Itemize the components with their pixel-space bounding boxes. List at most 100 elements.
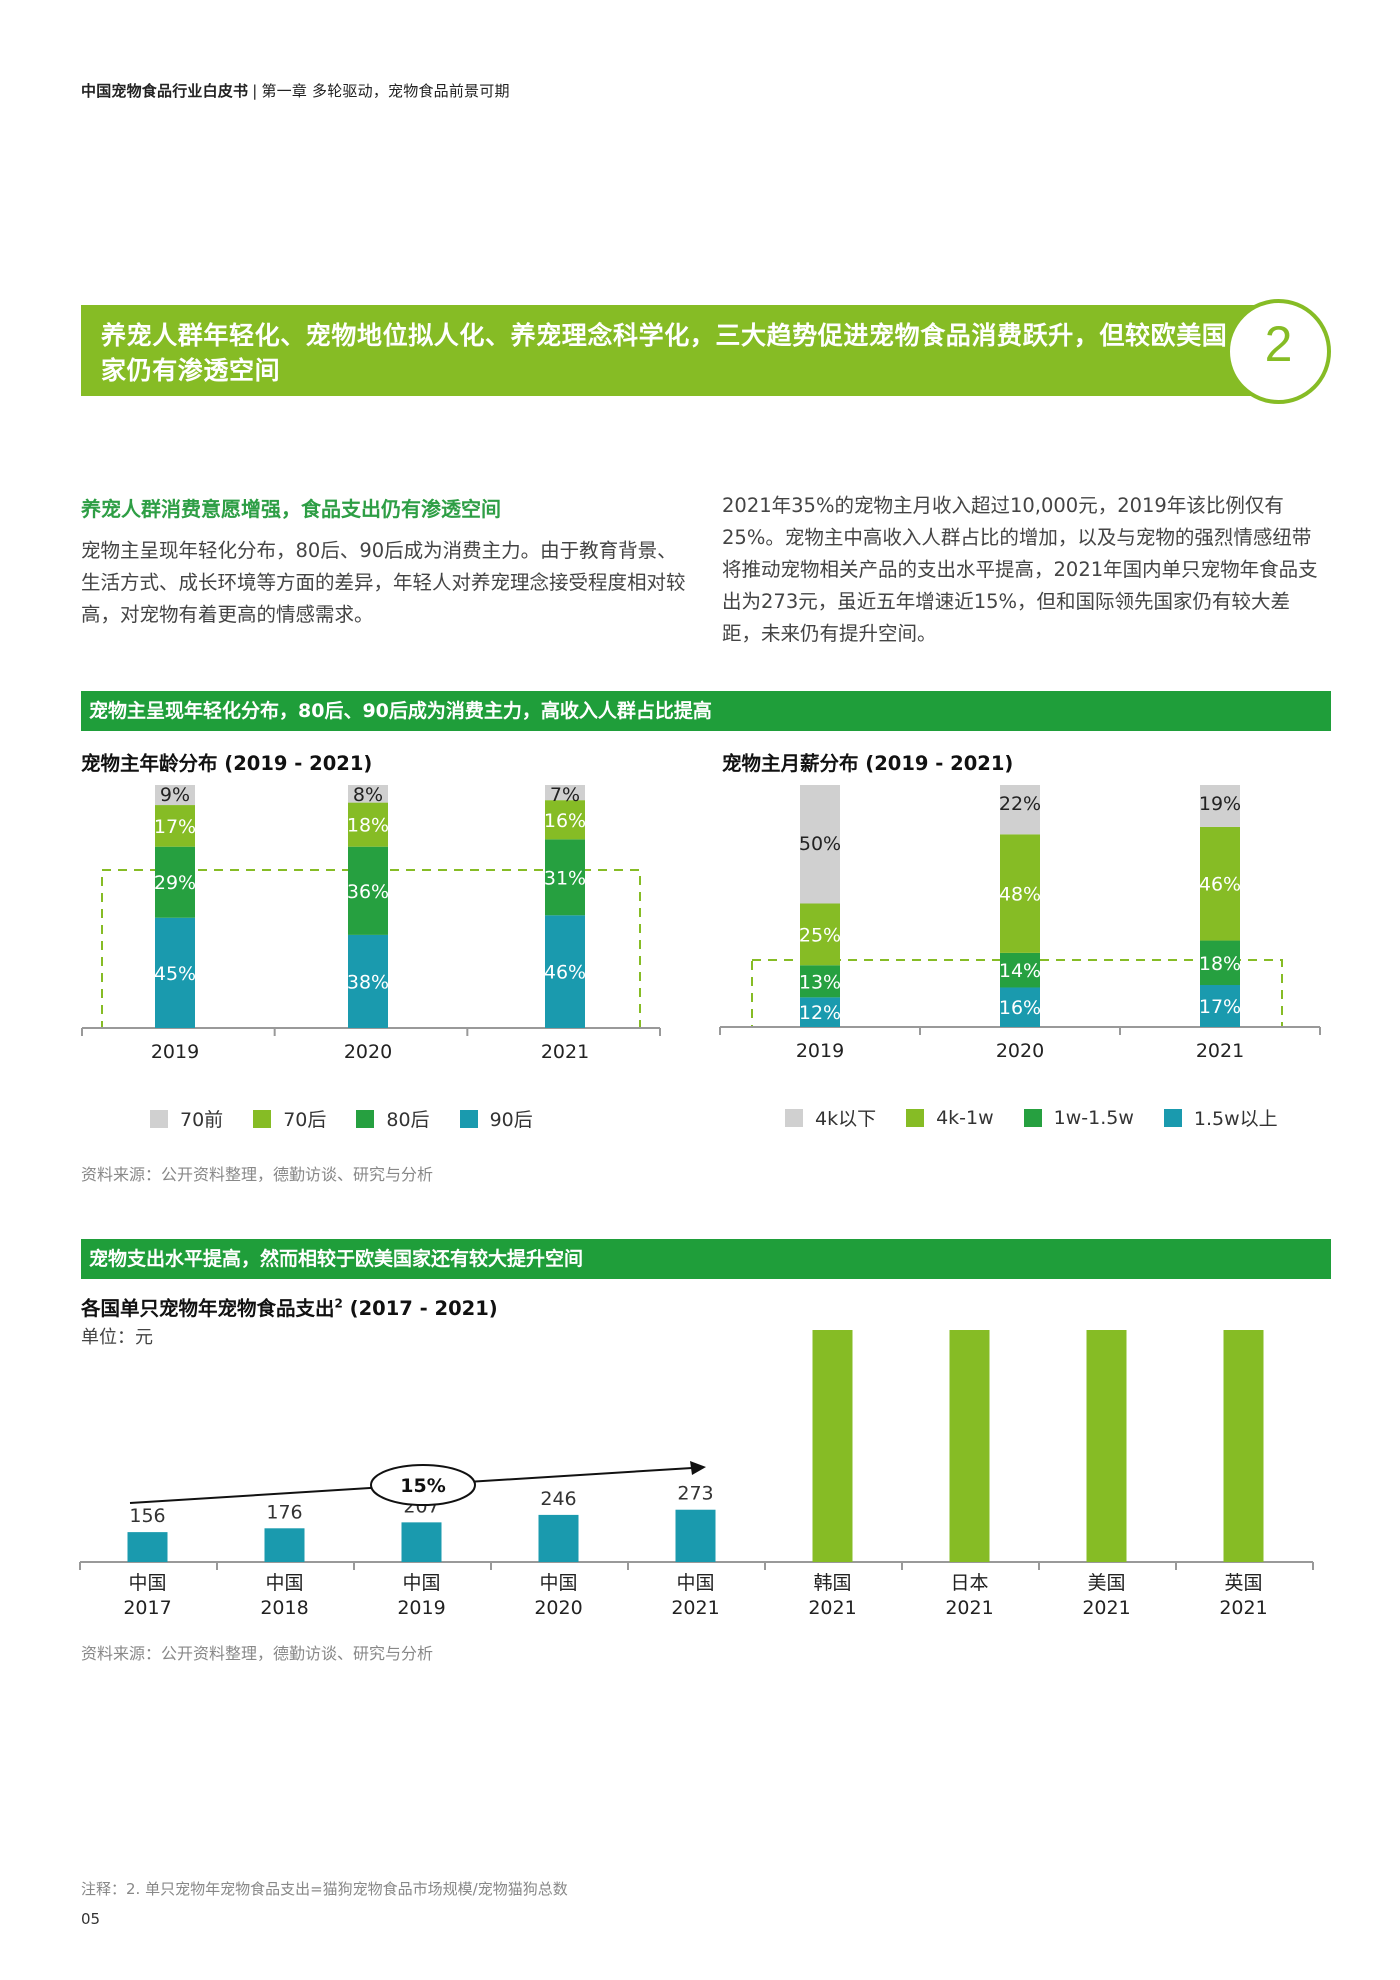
- spending-chart-title-range: (2017 - 2021): [342, 1297, 498, 1320]
- spend-category-year: 2017: [123, 1597, 171, 1619]
- age-legend-label: 70后: [283, 1109, 327, 1131]
- publication-title: 中国宠物食品行业白皮书: [81, 82, 249, 100]
- income-bar-1w-1.5w-2019: [800, 965, 840, 998]
- spend-value-label: 176: [266, 1501, 302, 1523]
- income-data-label: 16%: [999, 997, 1041, 1019]
- running-head: 中国宠物食品行业白皮书 | 第一章 多轮驱动，宠物食品前景可期: [81, 80, 510, 101]
- spending-chart-title-main: 各国单只宠物年宠物食品支出: [81, 1297, 335, 1320]
- spending-chart-footnote-ref: 2: [334, 1296, 343, 1311]
- age-bar-70前-2020: [348, 785, 388, 803]
- income-bar-1w-1.5w-2021: [1200, 940, 1240, 986]
- age-legend-item: 80后: [356, 1105, 430, 1132]
- income-legend-item: 4k以下: [785, 1104, 876, 1131]
- spend-category-year: 2021: [1082, 1597, 1130, 1619]
- section-band-spending: 宠物支出水平提高，然而相较于欧美国家还有较大提升空间: [81, 1239, 1331, 1279]
- age-legend-swatch: [459, 1109, 478, 1128]
- age-legend-swatch: [356, 1109, 375, 1128]
- age-bar-90后-2019: [155, 917, 195, 1028]
- age-legend-label: 90后: [489, 1109, 533, 1131]
- chapter-number: 2: [1264, 316, 1293, 372]
- income-legend-swatch: [906, 1108, 925, 1127]
- income-data-label: 17%: [1199, 996, 1241, 1018]
- age-distribution-chart: 45% 29% 17% 9% 2019 38% 36% 18% 8% 2020 46% 31% 16% 7…: [81, 785, 661, 1063]
- spending-chart-unit: 单位：元: [81, 1327, 153, 1348]
- income-data-label: 48%: [999, 884, 1041, 906]
- income-bar-4k以下-2020: [1000, 785, 1040, 835]
- age-data-label: 38%: [347, 971, 389, 993]
- income-bar-4k以下-2021: [1200, 785, 1240, 827]
- spend-value-label: 156: [129, 1505, 165, 1527]
- age-chart-legend: 70前 70后 80后 90后: [150, 1105, 563, 1132]
- income-data-label: 25%: [799, 924, 841, 946]
- spend-value-label: 246: [540, 1488, 576, 1510]
- spending-chart-title: 各国单只宠物年宠物食品支出2 (2017 - 2021): [81, 1292, 498, 1321]
- age-category-label: 2019: [151, 1041, 199, 1063]
- age-data-label: 46%: [544, 962, 586, 984]
- age-bar-90后-2020: [348, 934, 388, 1028]
- spend-category-country: 中国: [676, 1572, 714, 1594]
- intro-left-paragraph: 宠物主呈现年轻化分布，80后、90后成为消费主力。由于教育背景、生活方式、成长环…: [81, 539, 686, 626]
- chapter-title: 第一章 多轮驱动，宠物食品前景可期: [261, 82, 510, 100]
- age-bar-70后-2019: [155, 805, 195, 847]
- age-data-label: 45%: [154, 963, 196, 985]
- age-bar-70后-2020: [348, 802, 388, 847]
- age-legend-item: 70前: [150, 1105, 223, 1132]
- income-data-label: 50%: [799, 833, 841, 855]
- income-distribution-chart: 12% 13% 25% 50% 2019 16% 14% 48% 22% 2020 17% 18% 46…: [719, 785, 1321, 1062]
- income-bar-4k以下-2019: [800, 785, 840, 904]
- age-data-label: 9%: [160, 785, 190, 806]
- age-bar-80后-2019: [155, 846, 195, 918]
- age-data-label: 29%: [154, 872, 196, 894]
- spend-category-country: 韩国: [813, 1572, 851, 1594]
- chapter-number-badge: 2: [1226, 299, 1331, 404]
- age-data-label: 16%: [544, 810, 586, 832]
- income-data-label: 46%: [1199, 874, 1241, 896]
- age-data-label: 36%: [347, 881, 389, 903]
- income-legend-swatch: [1023, 1108, 1042, 1127]
- income-bar-1.5w以上-2019: [800, 997, 840, 1027]
- income-legend-item: 1w-1.5w: [1023, 1106, 1134, 1129]
- spend-category-country: 中国: [539, 1572, 577, 1594]
- spend-category-country: 中国: [128, 1572, 166, 1594]
- age-chart-title: 宠物主年龄分布 (2019 - 2021): [81, 752, 373, 775]
- income-legend-label: 4k-1w: [936, 1106, 994, 1129]
- income-bar-1.5w以上-2021: [1200, 985, 1240, 1027]
- income-legend-item: 1.5w以上: [1163, 1104, 1278, 1131]
- age-bar-90后-2021: [545, 915, 585, 1028]
- income-legend-label: 1.5w以上: [1193, 1108, 1278, 1130]
- age-bar-70前-2019: [155, 785, 195, 806]
- age-data-label: 7%: [550, 785, 580, 806]
- spend-bar-中国-2017: [127, 1532, 168, 1562]
- income-legend-label: 4k以下: [815, 1108, 877, 1130]
- income-bar-4k-1w-2020: [1000, 834, 1040, 953]
- age-bar-70后-2021: [545, 800, 585, 840]
- age-data-label: 17%: [154, 816, 196, 838]
- income-data-label: 12%: [799, 1002, 841, 1024]
- age-category-label: 2020: [344, 1041, 392, 1063]
- income-data-label: 19%: [1199, 793, 1241, 815]
- income-legend-swatch: [785, 1108, 803, 1127]
- income-category-label: 2021: [1196, 1040, 1244, 1062]
- intro-heading: 养宠人群消费意愿增强，食品支出仍有渗透空间: [81, 497, 501, 521]
- income-chart-title: 宠物主月薪分布 (2019 - 2021): [722, 752, 1014, 775]
- spend-bar-日本-2021: [949, 1330, 990, 1562]
- income-legend-label: 1w-1.5w: [1053, 1106, 1134, 1129]
- spend-bar-中国-2020: [538, 1514, 579, 1562]
- spend-bar-英国-2021: [1223, 1330, 1264, 1562]
- spend-category-year: 2021: [808, 1597, 856, 1619]
- income-bar-1.5w以上-2020: [1000, 987, 1040, 1027]
- age-category-label: 2021: [541, 1041, 589, 1063]
- growth-rate-badge: [370, 1464, 476, 1506]
- income-chart-legend: 4k以下 4k-1w 1w-1.5w 1.5w以上: [785, 1104, 1308, 1131]
- age-data-label: 18%: [347, 815, 389, 837]
- income-data-label: 18%: [1199, 953, 1241, 975]
- spending-chart: 156中国2017176中国2018207中国2019246中国2020273中…: [79, 1330, 1314, 1619]
- growth-arrow-head: [690, 1461, 706, 1475]
- chapter-banner-title: 养宠人群年轻化、宠物地位拟人化、养宠理念科学化，三大趋势促进宠物食品消费跃升，但…: [101, 321, 1228, 385]
- age-legend-label: 80后: [386, 1109, 430, 1131]
- age-bar-80后-2021: [545, 839, 585, 916]
- income-bar-4k-1w-2019: [800, 903, 840, 966]
- income-category-label: 2020: [996, 1040, 1044, 1062]
- footnote: 注释：2. 单只宠物年宠物食品支出=猫狗宠物食品市场规模/宠物猫狗总数: [81, 1880, 568, 1898]
- age-legend-item: 70后: [253, 1105, 326, 1132]
